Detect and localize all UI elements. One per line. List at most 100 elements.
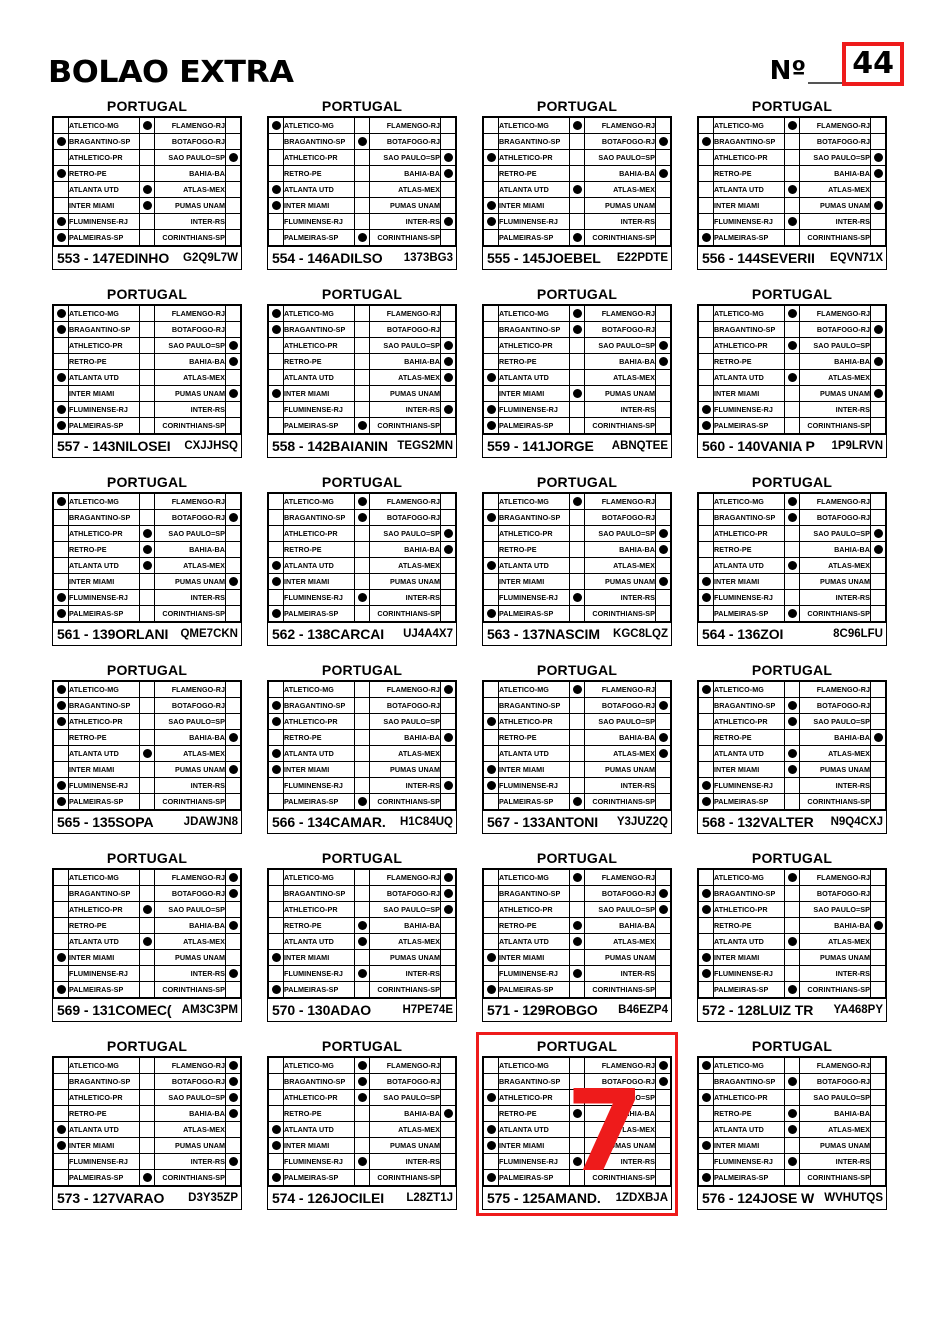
pick-cell-away[interactable] <box>440 1073 456 1090</box>
pick-cell-draw[interactable] <box>139 165 155 182</box>
pick-cell-draw[interactable] <box>784 1105 800 1122</box>
pick-cell-draw[interactable] <box>354 369 370 386</box>
pick-cell-draw[interactable] <box>784 697 800 714</box>
pick-cell-away[interactable] <box>225 1073 241 1090</box>
pick-cell-away[interactable] <box>655 509 671 526</box>
pick-cell-home[interactable] <box>53 305 69 322</box>
pick-cell-home[interactable] <box>698 337 714 354</box>
pick-cell-home[interactable] <box>268 525 284 542</box>
pick-cell-draw[interactable] <box>139 1073 155 1090</box>
pick-cell-draw[interactable] <box>569 681 585 698</box>
pick-cell-home[interactable] <box>698 493 714 510</box>
pick-cell-home[interactable] <box>483 1073 499 1090</box>
pick-cell-home[interactable] <box>268 933 284 950</box>
pick-cell-away[interactable] <box>655 1089 671 1106</box>
pick-cell-draw[interactable] <box>784 417 800 434</box>
pick-cell-draw[interactable] <box>784 305 800 322</box>
pick-cell-away[interactable] <box>655 869 671 886</box>
pick-cell-draw[interactable] <box>354 385 370 402</box>
pick-cell-away[interactable] <box>225 1169 241 1186</box>
pick-cell-draw[interactable] <box>354 1121 370 1138</box>
pick-cell-home[interactable] <box>483 885 499 902</box>
pick-cell-draw[interactable] <box>354 337 370 354</box>
pick-cell-home[interactable] <box>698 369 714 386</box>
pick-cell-away[interactable] <box>440 1137 456 1154</box>
pick-cell-home[interactable] <box>268 181 284 198</box>
pick-cell-home[interactable] <box>268 321 284 338</box>
pick-cell-home[interactable] <box>483 1105 499 1122</box>
pick-cell-home[interactable] <box>698 557 714 574</box>
pick-cell-draw[interactable] <box>784 337 800 354</box>
pick-cell-away[interactable] <box>440 557 456 574</box>
pick-cell-away[interactable] <box>655 681 671 698</box>
pick-cell-away[interactable] <box>655 1121 671 1138</box>
pick-cell-away[interactable] <box>225 305 241 322</box>
pick-cell-home[interactable] <box>268 417 284 434</box>
ticket-9[interactable]: PORTUGAL ATLETICO-MG FLAMENGO-RJ BRAGANTINO… <box>263 470 461 650</box>
pick-cell-home[interactable] <box>268 1153 284 1170</box>
pick-cell-draw[interactable] <box>139 573 155 590</box>
pick-cell-home[interactable] <box>268 573 284 590</box>
pick-cell-draw[interactable] <box>569 917 585 934</box>
pick-cell-home[interactable] <box>268 117 284 134</box>
pick-cell-away[interactable] <box>655 1137 671 1154</box>
pick-cell-draw[interactable] <box>354 885 370 902</box>
pick-cell-home[interactable] <box>268 761 284 778</box>
pick-cell-away[interactable] <box>655 697 671 714</box>
ticket-12[interactable]: PORTUGAL ATLETICO-MG FLAMENGO-RJ BRAGANTINO… <box>48 658 246 838</box>
pick-cell-away[interactable] <box>655 573 671 590</box>
pick-cell-away[interactable] <box>655 917 671 934</box>
pick-cell-away[interactable] <box>870 557 886 574</box>
pick-cell-draw[interactable] <box>569 933 585 950</box>
pick-cell-home[interactable] <box>53 681 69 698</box>
pick-cell-draw[interactable] <box>784 1073 800 1090</box>
pick-cell-draw[interactable] <box>569 573 585 590</box>
pick-cell-draw[interactable] <box>139 869 155 886</box>
pick-cell-draw[interactable] <box>354 149 370 166</box>
pick-cell-home[interactable] <box>698 981 714 998</box>
pick-cell-draw[interactable] <box>569 1169 585 1186</box>
pick-cell-draw[interactable] <box>784 149 800 166</box>
pick-cell-away[interactable] <box>225 197 241 214</box>
pick-cell-draw[interactable] <box>139 305 155 322</box>
pick-cell-home[interactable] <box>483 1121 499 1138</box>
pick-cell-draw[interactable] <box>139 401 155 418</box>
pick-cell-draw[interactable] <box>139 321 155 338</box>
pick-cell-away[interactable] <box>870 573 886 590</box>
pick-cell-draw[interactable] <box>569 745 585 762</box>
pick-cell-away[interactable] <box>655 525 671 542</box>
pick-cell-home[interactable] <box>483 149 499 166</box>
pick-cell-away[interactable] <box>440 793 456 810</box>
pick-cell-home[interactable] <box>53 229 69 246</box>
pick-cell-draw[interactable] <box>784 321 800 338</box>
pick-cell-home[interactable] <box>698 869 714 886</box>
pick-cell-home[interactable] <box>483 1153 499 1170</box>
pick-cell-draw[interactable] <box>354 793 370 810</box>
pick-cell-home[interactable] <box>53 1137 69 1154</box>
pick-cell-away[interactable] <box>440 589 456 606</box>
pick-cell-away[interactable] <box>870 761 886 778</box>
pick-cell-away[interactable] <box>440 745 456 762</box>
pick-cell-away[interactable] <box>225 337 241 354</box>
pick-cell-home[interactable] <box>698 1137 714 1154</box>
pick-cell-home[interactable] <box>268 681 284 698</box>
pick-cell-away[interactable] <box>870 869 886 886</box>
pick-cell-draw[interactable] <box>569 321 585 338</box>
pick-cell-draw[interactable] <box>354 401 370 418</box>
pick-cell-home[interactable] <box>483 305 499 322</box>
pick-cell-home[interactable] <box>698 901 714 918</box>
pick-cell-away[interactable] <box>440 713 456 730</box>
pick-cell-away[interactable] <box>870 305 886 322</box>
pick-cell-home[interactable] <box>268 197 284 214</box>
pick-cell-away[interactable] <box>440 321 456 338</box>
pick-cell-home[interactable] <box>53 541 69 558</box>
pick-cell-draw[interactable] <box>784 729 800 746</box>
pick-cell-draw[interactable] <box>569 729 585 746</box>
pick-cell-home[interactable] <box>698 1057 714 1074</box>
pick-cell-draw[interactable] <box>569 901 585 918</box>
pick-cell-draw[interactable] <box>354 681 370 698</box>
ticket-7[interactable]: PORTUGAL ATLETICO-MG FLAMENGO-RJ BRAGANTINO… <box>693 282 891 462</box>
pick-cell-draw[interactable] <box>354 353 370 370</box>
pick-cell-draw[interactable] <box>784 933 800 950</box>
pick-cell-home[interactable] <box>268 541 284 558</box>
